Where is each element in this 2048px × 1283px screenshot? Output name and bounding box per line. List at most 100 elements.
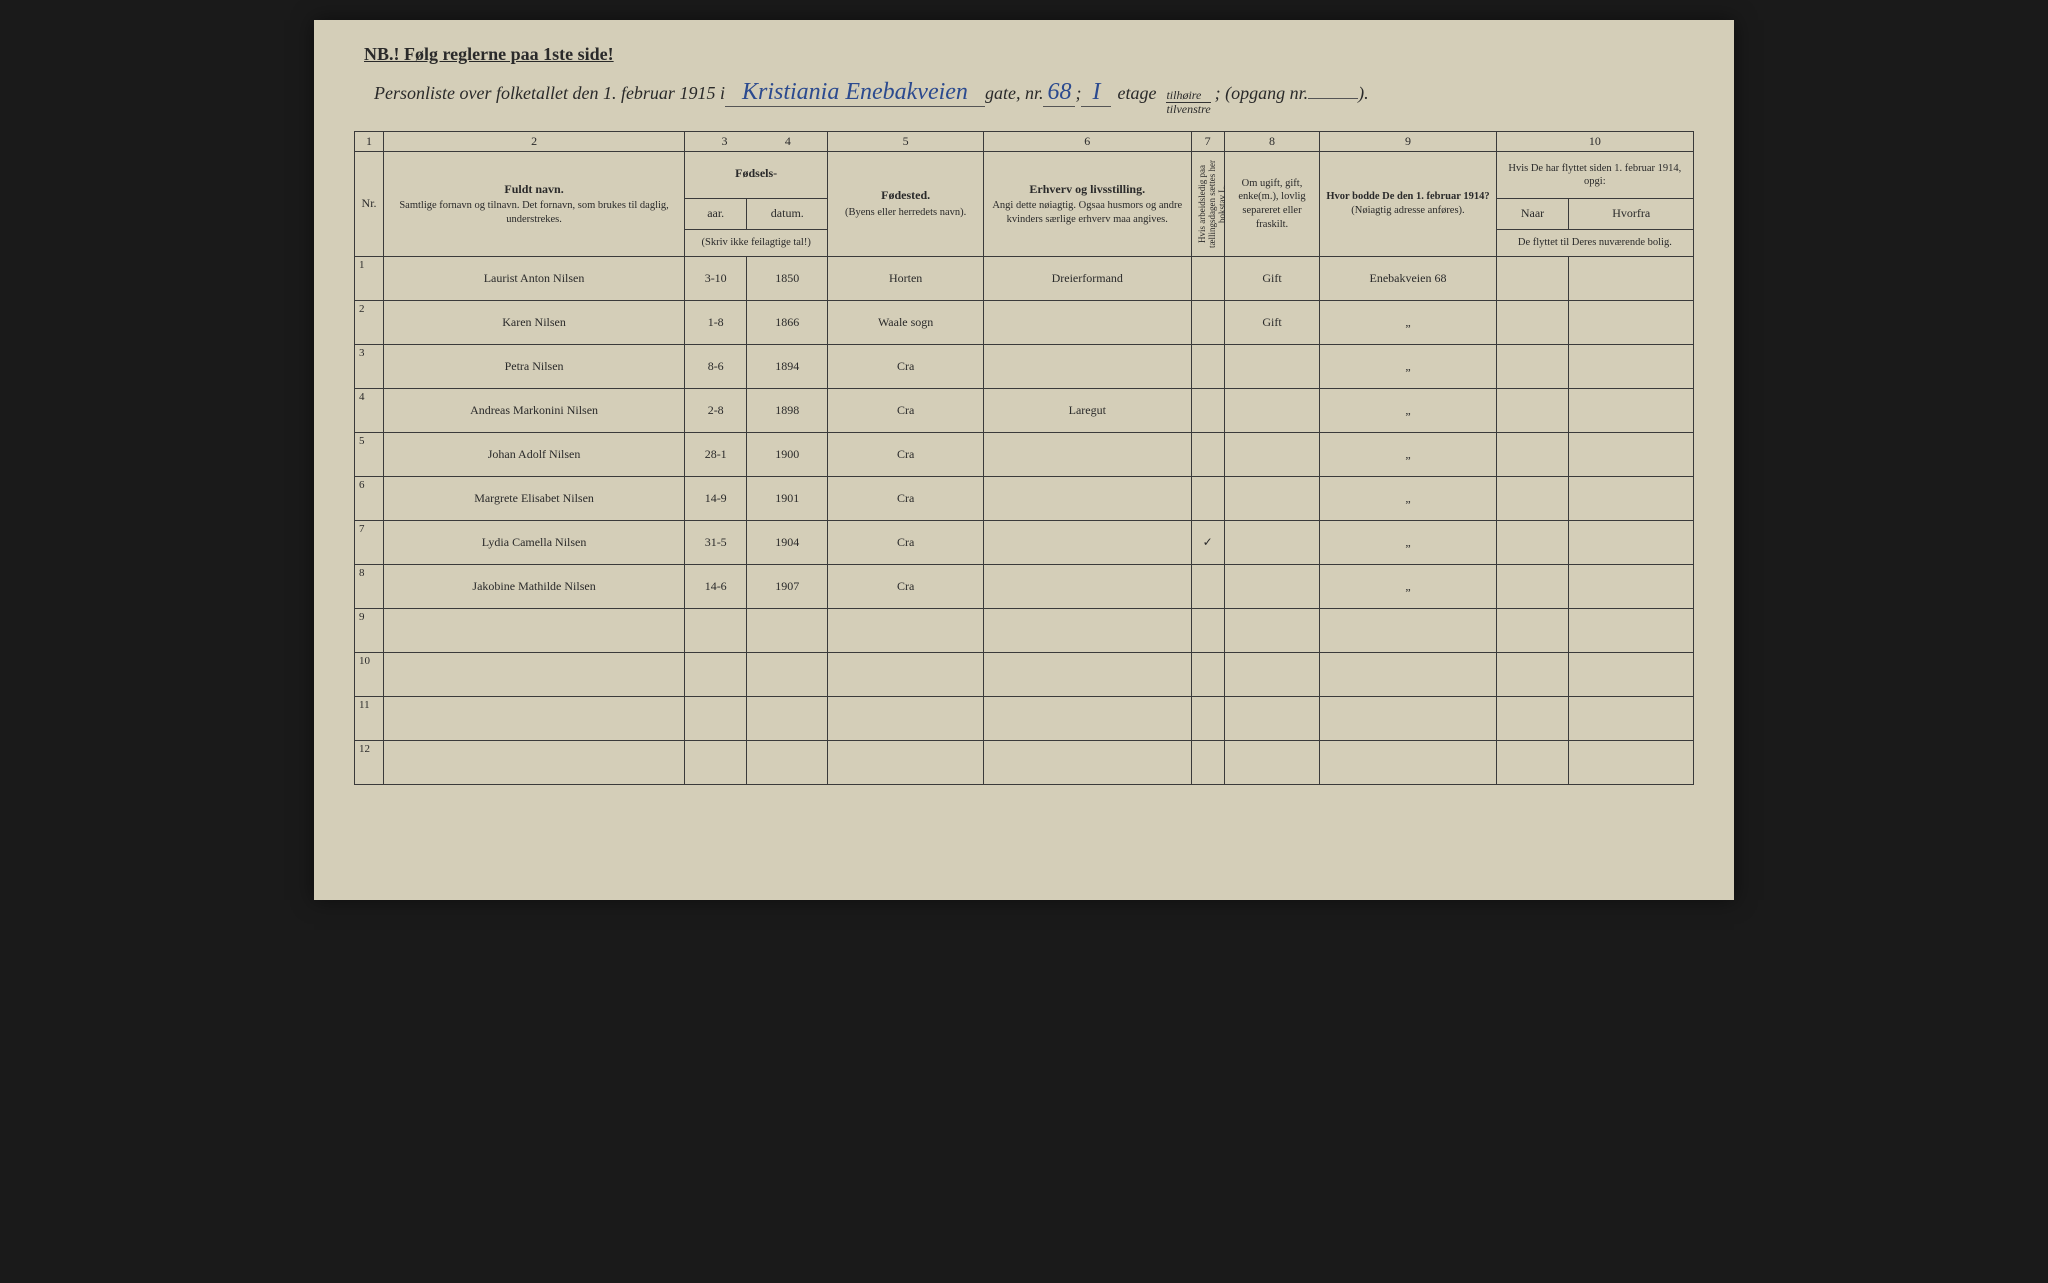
cell-occupation [983,301,1191,345]
cell-occupation [983,653,1191,697]
table-row: 8Jakobine Mathilde Nilsen14-61907Cra„ [355,565,1694,609]
cell-unemployed [1191,477,1224,521]
cell-year: 1894 [747,345,828,389]
cell-day: 31-5 [685,521,747,565]
column-number-row: 1 2 3 4 5 6 7 8 9 10 [355,132,1694,152]
cell-marital [1224,653,1319,697]
frac-top: tilhøire [1166,89,1210,103]
header-line: Personliste over folketallet den 1. febr… [354,79,1694,115]
cell-occupation [983,521,1191,565]
row-nr: 8 [355,565,384,609]
row-nr: 11 [355,697,384,741]
cell-year: 1898 [747,389,828,433]
cell-occupation: Laregut [983,389,1191,433]
cell-hvorfra [1569,477,1694,521]
cell-hvorfra [1569,257,1694,301]
cell-place: Cra [828,477,984,521]
cell-name: Andreas Markonini Nilsen [384,389,685,433]
table-row: 11 [355,697,1694,741]
row-nr: 5 [355,433,384,477]
cell-name: Karen Nilsen [384,301,685,345]
cell-occupation [983,477,1191,521]
row-nr: 4 [355,389,384,433]
cell-year: 1901 [747,477,828,521]
cell-year [747,741,828,785]
colnum: 5 [828,132,984,152]
cell-unemployed [1191,301,1224,345]
cell-name: Margrete Elisabet Nilsen [384,477,685,521]
cell-place: Waale sogn [828,301,984,345]
cell-naar [1496,389,1569,433]
close-paren: ). [1358,83,1369,104]
cell-naar [1496,301,1569,345]
cell-marital [1224,565,1319,609]
cell-addr1914: „ [1320,565,1496,609]
cell-naar [1496,653,1569,697]
cell-occupation [983,345,1191,389]
cell-year: 1850 [747,257,828,301]
cell-day [685,653,747,697]
colnum: 3 4 [685,132,828,152]
cell-hvorfra [1569,697,1694,741]
cell-unemployed: ✓ [1191,521,1224,565]
col-unemployed: Hvis arbeidsledig paa tællingsdagen sætt… [1191,152,1224,257]
cell-day [685,697,747,741]
row-nr: 1 [355,257,384,301]
colnum: 2 [384,132,685,152]
col-nr: Nr. [355,152,384,257]
cell-place: Cra [828,565,984,609]
cell-name [384,741,685,785]
cell-occupation [983,433,1191,477]
cell-unemployed [1191,257,1224,301]
cell-place [828,653,984,697]
cell-day: 2-8 [685,389,747,433]
cell-year [747,697,828,741]
colnum: 9 [1320,132,1496,152]
cell-marital [1224,697,1319,741]
cell-occupation [983,565,1191,609]
cell-addr1914: „ [1320,301,1496,345]
cell-unemployed [1191,653,1224,697]
col-naar: Naar [1496,199,1569,229]
cell-unemployed [1191,697,1224,741]
cell-naar [1496,609,1569,653]
cell-hvorfra [1569,301,1694,345]
colnum: 8 [1224,132,1319,152]
cell-addr1914 [1320,653,1496,697]
cell-marital [1224,477,1319,521]
col-birth-note: (Skriv ikke feilagtige tal!) [685,229,828,256]
cell-addr1914: „ [1320,345,1496,389]
opgang-label: ; (opgang nr. [1215,83,1309,104]
gate-number: 68 [1043,79,1075,107]
cell-name: Jakobine Mathilde Nilsen [384,565,685,609]
cell-place: Cra [828,433,984,477]
column-header-row: Nr. Fuldt navn. Samtlige fornavn og tiln… [355,152,1694,199]
cell-place: Cra [828,345,984,389]
cell-naar [1496,521,1569,565]
cell-addr1914 [1320,609,1496,653]
cell-name: Johan Adolf Nilsen [384,433,685,477]
cell-year: 1866 [747,301,828,345]
col-hvorfra: Hvorfra [1569,199,1694,229]
cell-unemployed [1191,609,1224,653]
cell-naar [1496,565,1569,609]
cell-place: Cra [828,389,984,433]
cell-year [747,653,828,697]
cell-marital [1224,521,1319,565]
colnum: 10 [1496,132,1693,152]
cell-place [828,697,984,741]
table-row: 5Johan Adolf Nilsen28-11900Cra„ [355,433,1694,477]
cell-name [384,609,685,653]
row-nr: 2 [355,301,384,345]
cell-addr1914: „ [1320,389,1496,433]
table-row: 9 [355,609,1694,653]
cell-marital [1224,389,1319,433]
notice-text: NB.! Følg reglerne paa 1ste side! [364,44,1694,65]
cell-naar [1496,477,1569,521]
row-nr: 10 [355,653,384,697]
cell-name: Laurist Anton Nilsen [384,257,685,301]
table-row: 10 [355,653,1694,697]
header-city: Kristiania Enebakveien [725,79,985,107]
cell-naar [1496,257,1569,301]
col-name: Fuldt navn. Samtlige fornavn og tilnavn.… [384,152,685,257]
